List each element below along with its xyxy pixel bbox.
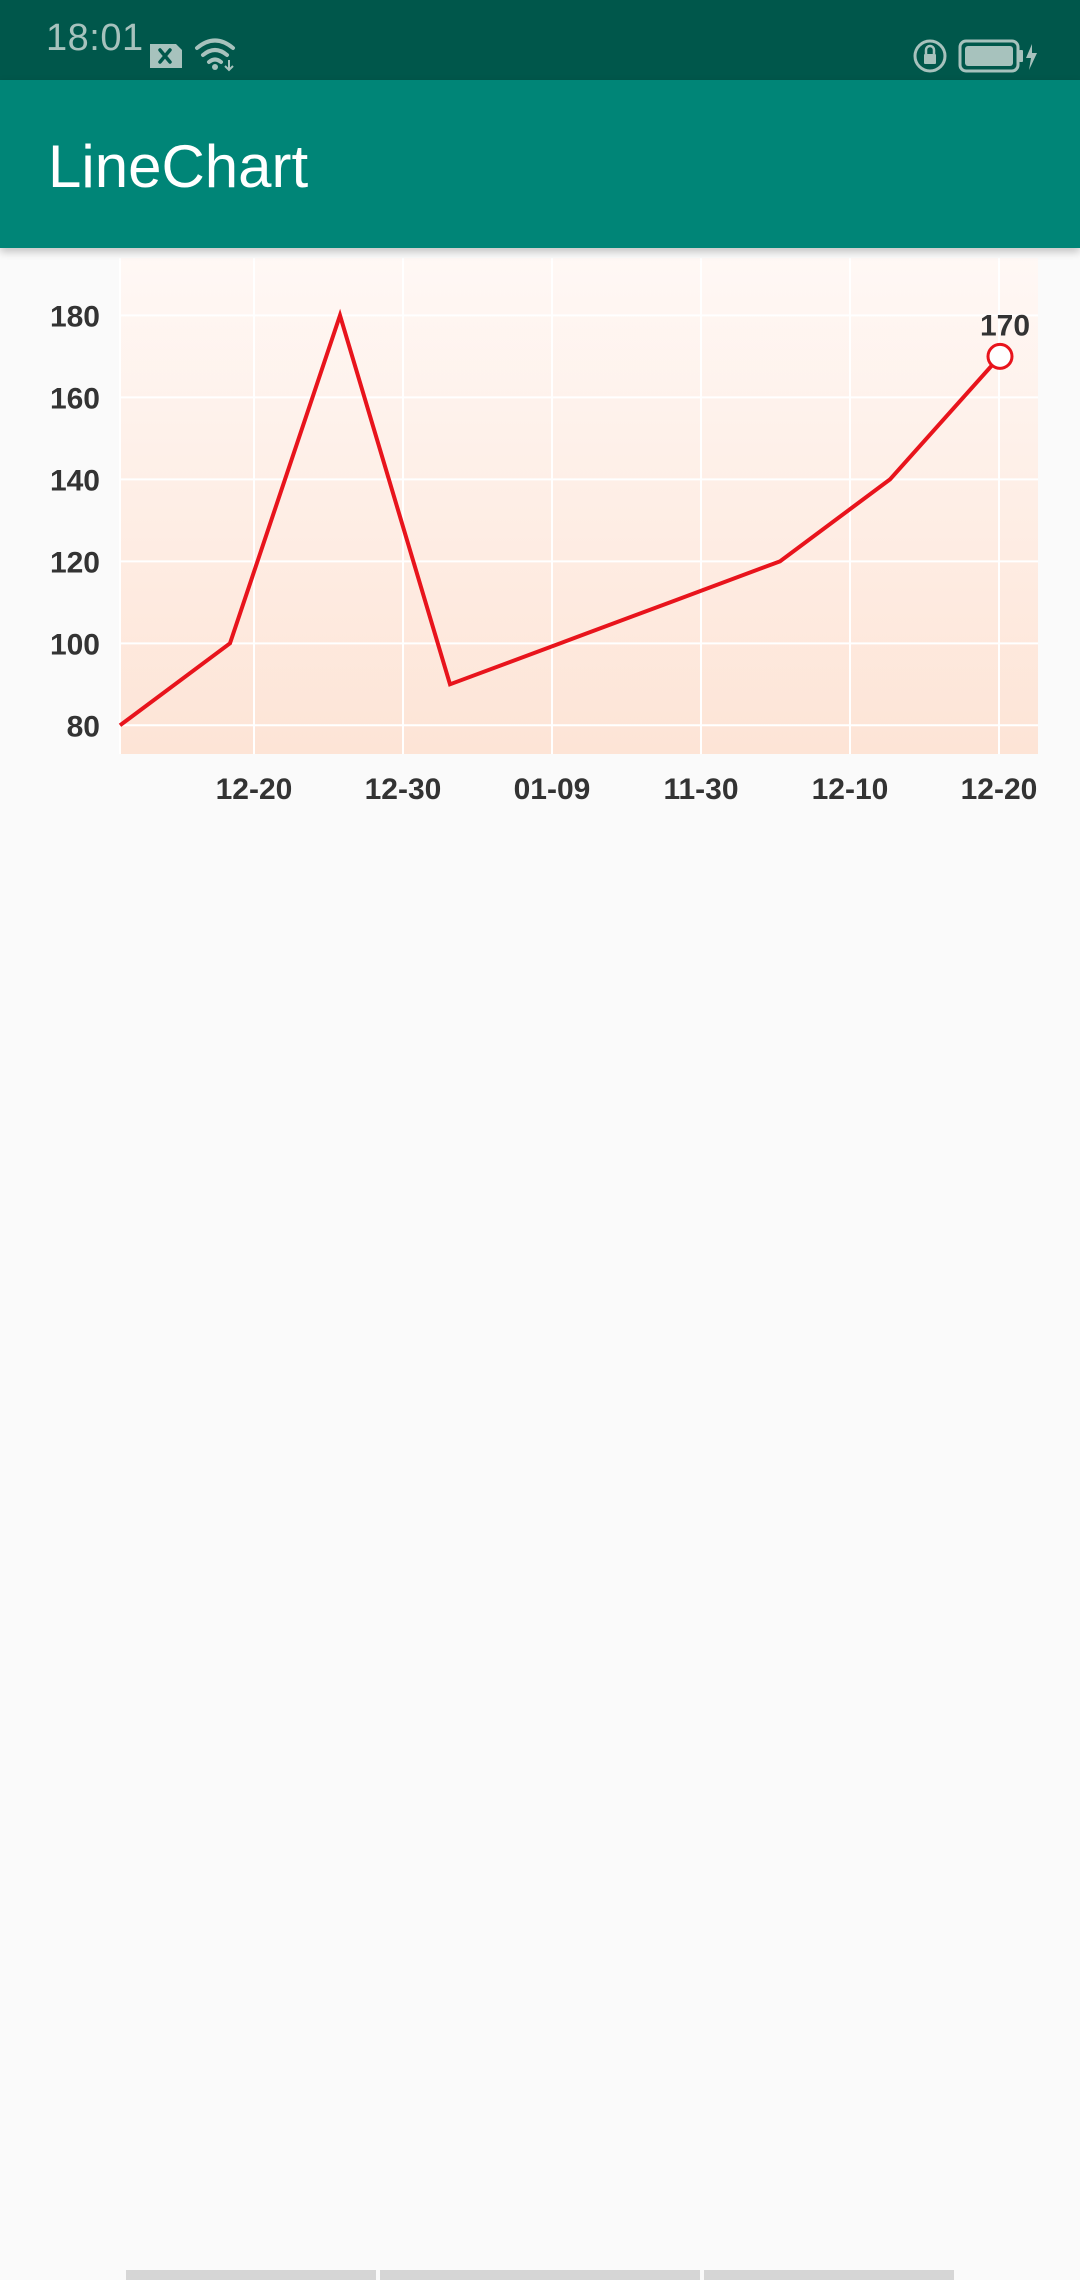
y-axis-ticks: 80 100 120 140 160 180	[50, 300, 100, 743]
wifi-icon	[195, 38, 235, 72]
x-tick-label: 12-30	[365, 773, 442, 806]
nav-segment-right	[704, 2270, 954, 2280]
x-tick-label: 11-30	[663, 773, 738, 806]
y-tick-label: 160	[50, 382, 100, 415]
screen-rotation-lock-icon	[913, 39, 947, 73]
highlight-value-label: 170	[980, 309, 1030, 342]
line-chart[interactable]: 80 100 120 140 160 180 12-20 12-30 01-09 11-30 12…	[0, 248, 1080, 828]
highlight-layer: 170	[980, 309, 1030, 370]
nav-segment-middle	[380, 2270, 700, 2280]
y-tick-label: 120	[50, 546, 100, 579]
series-line	[118, 308, 1002, 727]
y-tick-label: 180	[50, 300, 100, 333]
x-tick-label: 12-20	[216, 773, 293, 806]
x-axis-ticks: 12-20 12-30 01-09 11-30 12-10 12-20	[216, 773, 1038, 806]
highlight-marker[interactable]	[986, 342, 1014, 370]
navigation-bar	[126, 2270, 954, 2280]
x-tick-label: 01-09	[514, 773, 591, 806]
status-time: 18:01	[46, 17, 144, 59]
y-tick-label: 80	[67, 710, 100, 743]
grid-layer	[119, 258, 1038, 754]
status-bar: 18:01	[0, 0, 1080, 80]
nav-segment-left	[126, 2270, 376, 2280]
y-tick-label: 140	[50, 464, 100, 497]
app-bar: LineChart	[0, 80, 1080, 248]
sim-card-x-icon	[150, 44, 182, 68]
battery-charging-icon	[958, 39, 1037, 73]
x-tick-label: 12-20	[961, 773, 1038, 806]
plot-background	[120, 258, 1038, 754]
x-tick-label: 12-10	[812, 773, 889, 806]
y-tick-label: 100	[50, 628, 100, 661]
app-title: LineChart	[48, 133, 309, 200]
series-layer	[118, 308, 1002, 727]
